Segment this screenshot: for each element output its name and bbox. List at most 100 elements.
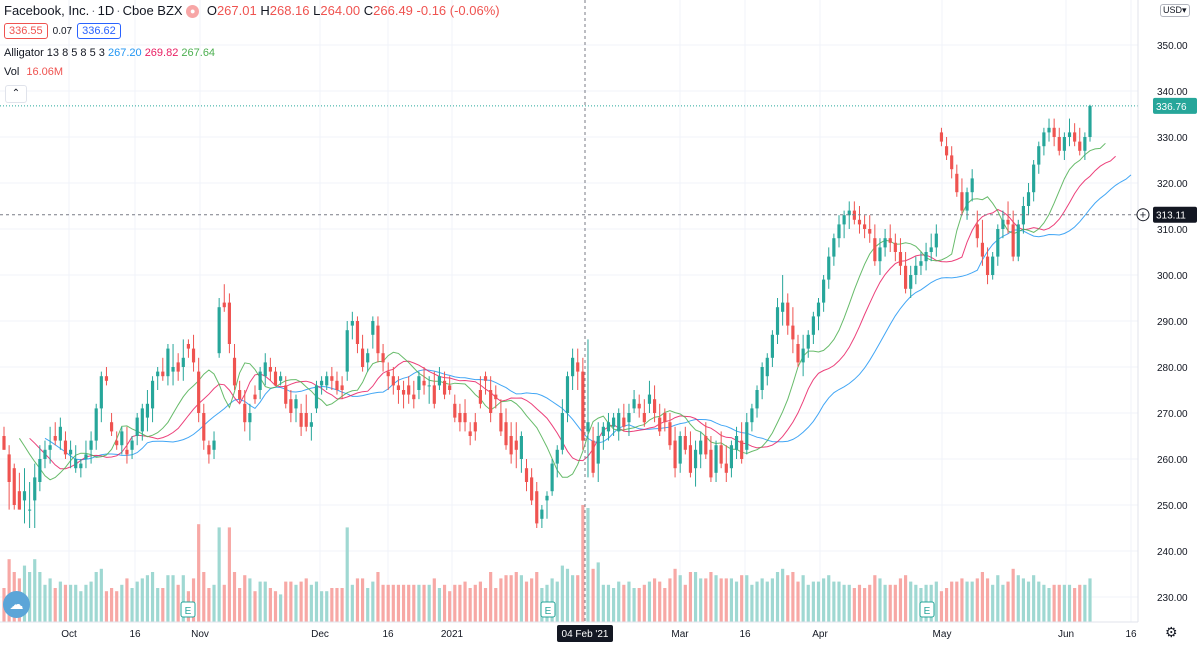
volume-bar [617,581,621,622]
price-tick-label: 310.00 [1157,225,1188,236]
candle-body [253,394,257,400]
volume-bar [1016,575,1020,622]
volume-bar [299,581,303,622]
ask-price[interactable]: 336.62 [77,23,121,39]
volume-bar [878,578,882,622]
volume-bar [663,588,667,622]
volume-bar [729,578,734,622]
volume-bar [970,581,974,622]
candle-body [422,380,426,386]
candle-body [22,491,27,501]
candle-body [868,229,872,234]
candle-body [360,348,365,367]
volume-bar [1057,584,1061,622]
candle-body [842,215,846,225]
candle-body [130,440,134,450]
volume-bar [688,572,693,622]
candle-body [299,413,303,427]
volume-bar [939,591,944,622]
alligator-legend[interactable]: Alligator 13 8 5 8 5 3 267.20 269.82 267… [4,47,215,59]
candle-body [898,252,903,266]
volume-bar [222,584,226,622]
volume-bar [888,584,892,622]
volume-bar [683,584,687,622]
volume-bar [750,584,754,622]
crosshair-price-box [1153,206,1197,223]
candle-body [612,417,616,427]
volume-bar [109,588,114,622]
candle-body [535,491,539,524]
volume-bar [453,584,457,622]
volume-bar [786,575,790,622]
volume-bar [586,508,590,622]
time-tick-label: Dec [311,629,329,640]
volume-legend[interactable]: Vol 16.06M [4,66,63,78]
bid-price[interactable]: 336.55 [4,23,48,39]
candle-body [79,463,83,469]
volume-bar [1042,584,1046,622]
volume-bar [166,575,170,622]
volume-bar [811,581,815,622]
candle-body [1062,137,1066,151]
candle-body [627,413,631,423]
volume-bar [63,584,68,622]
volume-bar [699,578,703,622]
candle-body [878,247,882,262]
earnings-marker-icon [180,601,196,618]
price-axis[interactable]: 230.00 240.00 250.00 260.00 270.00 280.00 290.… [1136,0,1197,622]
volume-bar [519,575,523,622]
candle-body [939,132,944,142]
candle-body [417,376,421,390]
market-status-icon[interactable]: ● [186,5,200,18]
volume-bar [207,588,211,622]
crosshair-date-box [557,625,613,642]
currency-selector[interactable]: USD▾ [1160,4,1190,17]
candle-body [893,242,897,252]
candle-body [530,477,534,501]
alligator-teeth-value: 269.82 [144,47,179,59]
volume-bar [596,562,600,622]
candle-body [565,376,570,413]
volume-bar [668,578,672,622]
volume-bar [284,581,288,622]
candle-body [791,325,795,340]
candle-body [161,371,165,377]
volume-bar [576,575,580,622]
candle-body [140,408,144,432]
candle-body [396,385,401,390]
candle-body [847,210,851,216]
candle-body [212,440,216,450]
volume-bar [1062,584,1066,622]
gear-icon[interactable]: ⚙ [1165,624,1178,640]
candlesticks [2,104,1092,528]
volume-bar [530,578,534,622]
candle-body [489,390,493,413]
candle-body [432,385,436,404]
last-price-label: 336.76 [1156,102,1187,113]
volume-bar [135,581,139,622]
tradingview-logo[interactable]: ☁ [3,591,30,618]
volume-bar [33,559,37,622]
alligator-jaw-value: 267.20 [107,47,142,59]
candle-body [284,385,288,404]
candle-body [232,357,237,386]
volume-bar [535,572,539,622]
chevron-up-icon[interactable]: ⌃ [5,85,27,103]
volume-bar [975,578,979,622]
symbol-legend[interactable]: Facebook, Inc. · 1D · Cboe BZX ● O267.01 H26… [4,3,500,18]
time-axis[interactable]: Oct 16 Nov Dec 16 2021 04 Feb '21 Mar 16 Apr May Ju… [0,621,1138,642]
volume-bar [145,575,150,622]
volume-bar [960,578,964,622]
volume-bar [816,581,821,622]
time-tick-label: 16 [129,629,141,640]
candle-body [632,399,636,409]
candle-body [740,440,744,459]
volume-bar [781,568,785,622]
volume-bar [38,572,42,622]
volume-bar [704,578,708,622]
volume-bar [514,572,518,622]
volume-bar [760,578,764,622]
volume-bar [279,594,283,622]
